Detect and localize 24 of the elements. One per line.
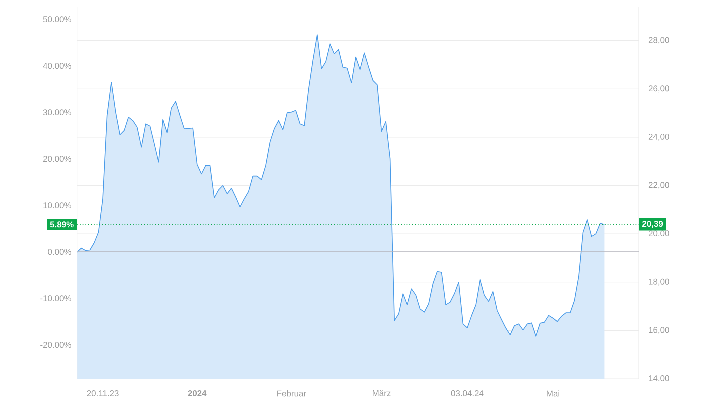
x-tick-label: Mai xyxy=(547,390,560,397)
x-tick-label: Februar xyxy=(278,390,306,397)
y-tick-label: 30.00% xyxy=(43,110,72,116)
y-tick-label: -10.00% xyxy=(40,296,72,302)
x-tick-label: 20.11.23 xyxy=(87,390,119,397)
y2-tick-label: 14,00 xyxy=(649,376,670,382)
y-tick-label: 10.00% xyxy=(44,202,72,209)
y-tick-label: 50.00% xyxy=(43,16,72,23)
y-tick-label: 0.00% xyxy=(48,249,72,256)
x-tick-label: 03.04.24 xyxy=(451,390,484,397)
y-tick-label: 40.00% xyxy=(43,63,72,70)
y2-tick-label: 20,00 xyxy=(648,230,670,238)
y-tick-label: 20.00% xyxy=(43,156,72,162)
x-tick-label: März xyxy=(373,390,391,396)
y-tick-label: -20.00% xyxy=(40,342,72,348)
annotation: 5.89% xyxy=(50,222,74,228)
y2-tick-label: 26,00 xyxy=(648,86,670,93)
ref-line-label: 20,39 xyxy=(642,221,664,228)
y2-tick-label: 16,00 xyxy=(649,327,670,334)
y2-tick-label: 18,00 xyxy=(649,278,670,286)
y2-tick-label: 24,00 xyxy=(648,134,670,141)
x-tick-label: 2024 xyxy=(188,390,207,397)
y2-tick-label: 22,00 xyxy=(648,182,670,190)
y2-tick-label: 28,00 xyxy=(648,37,670,44)
